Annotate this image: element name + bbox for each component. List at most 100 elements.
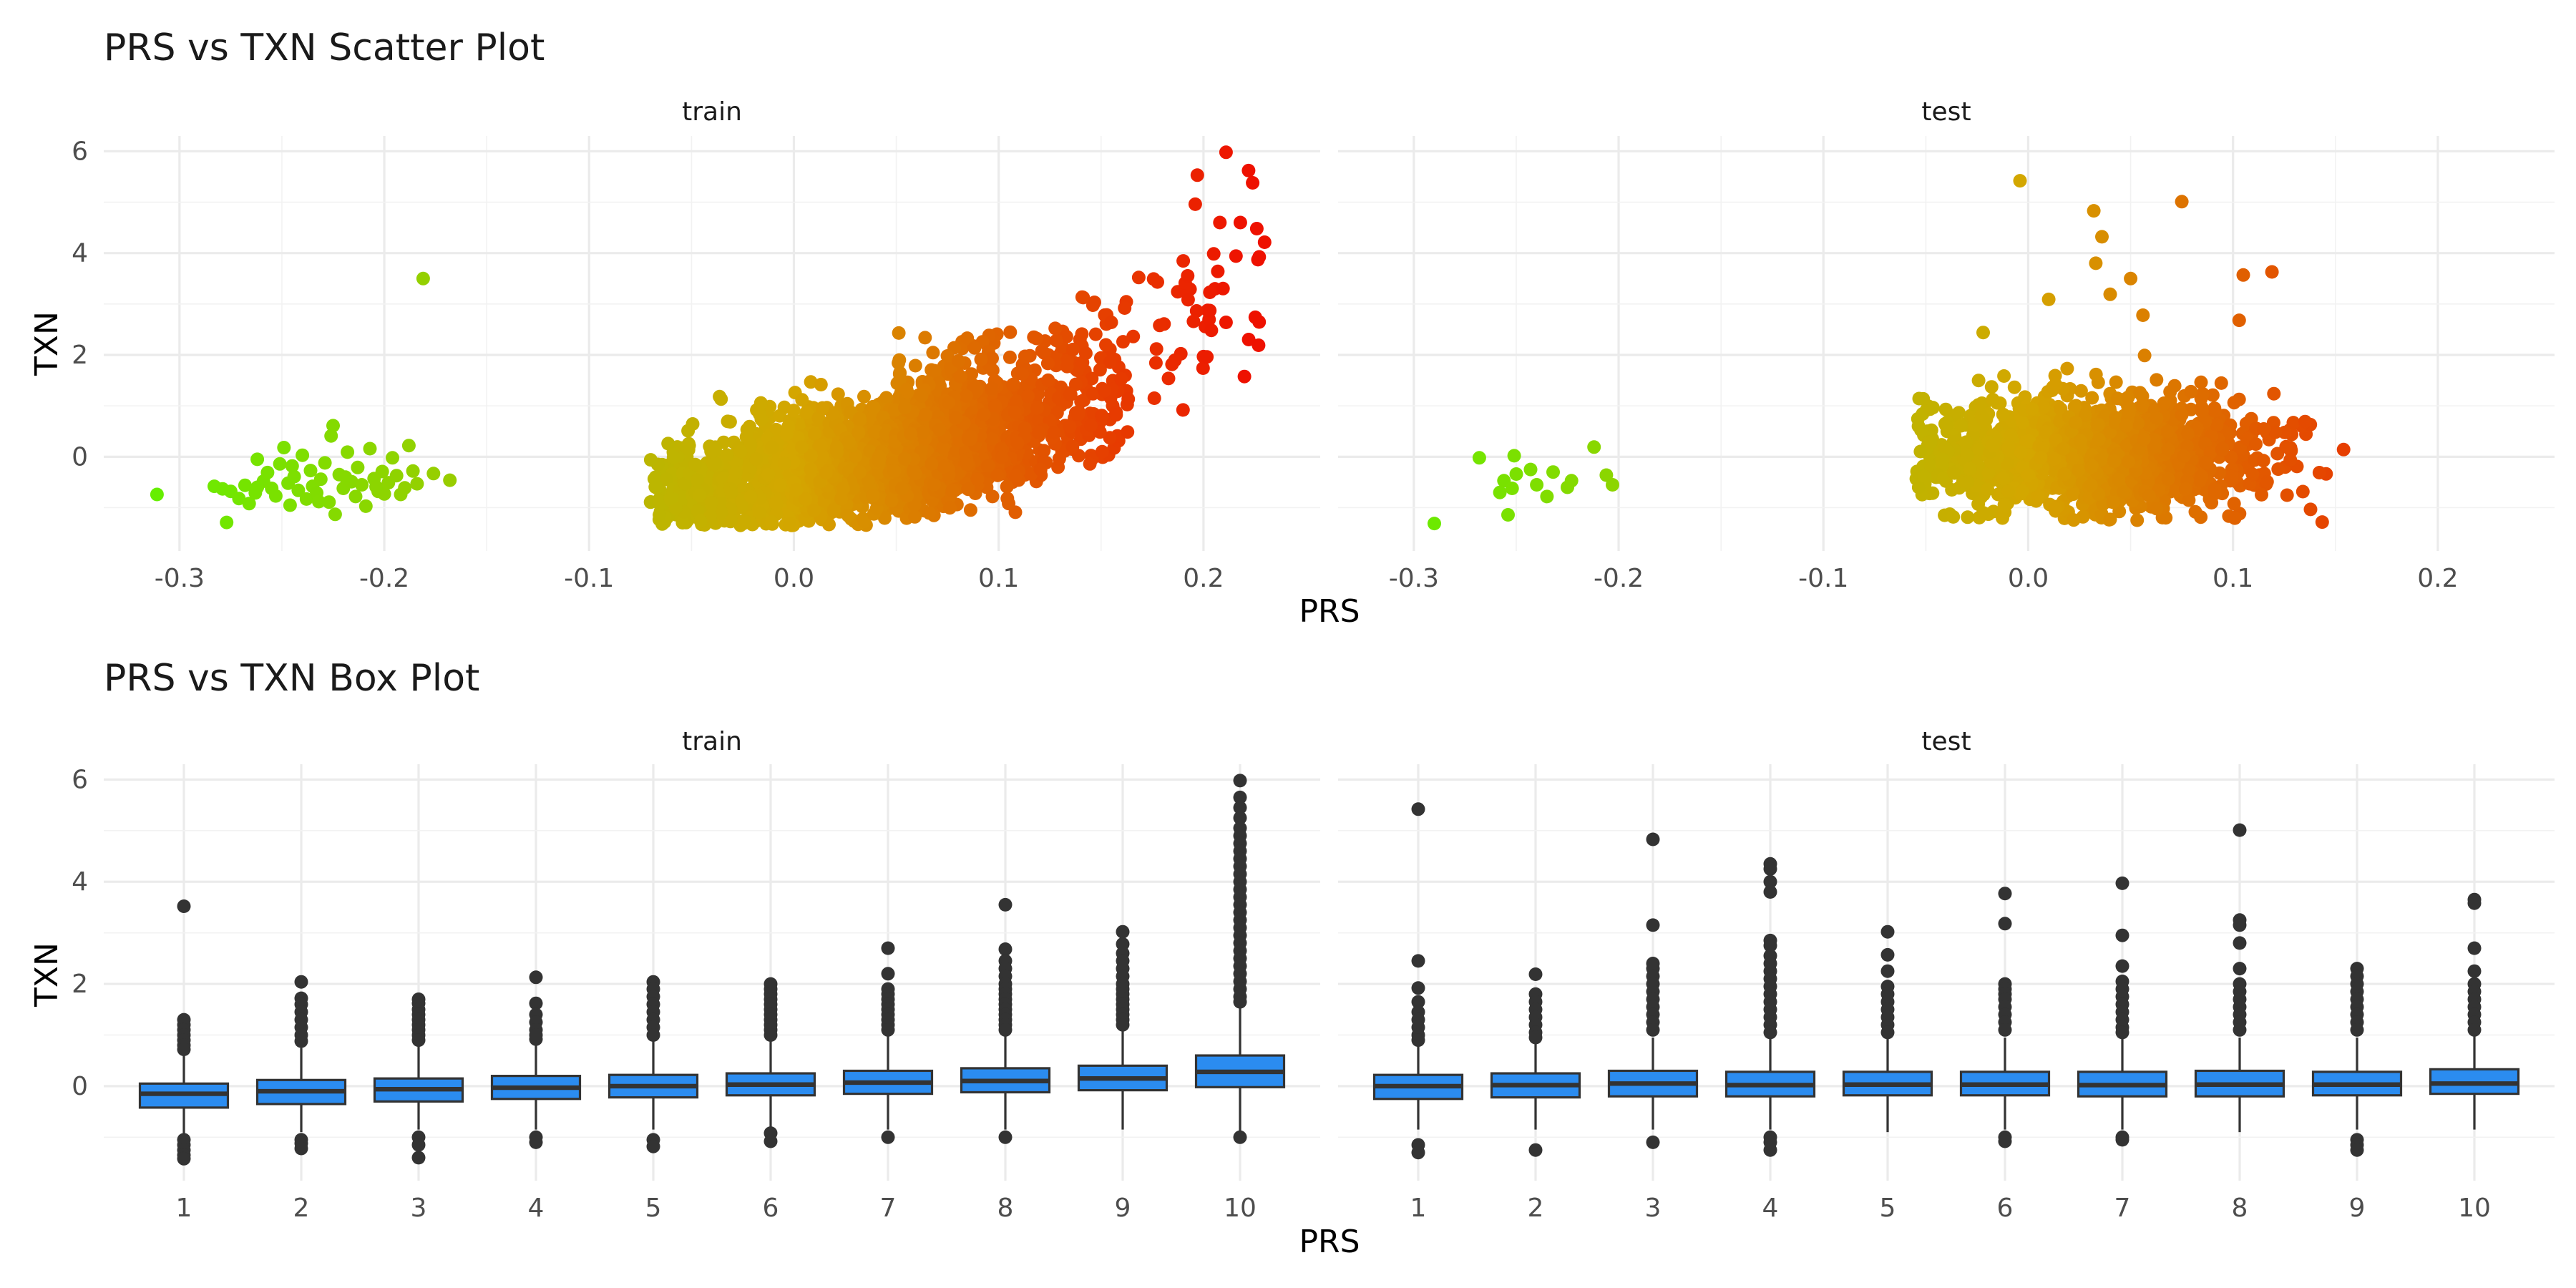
outlier-point — [1763, 885, 1777, 899]
outlier-point — [177, 899, 191, 913]
data-point — [2085, 391, 2099, 405]
data-point — [1206, 247, 1221, 261]
data-point — [338, 470, 353, 484]
outlier-point — [1116, 924, 1130, 939]
data-point — [1530, 478, 1544, 492]
data-point — [1118, 301, 1132, 315]
data-point — [324, 429, 338, 443]
outlier-point — [1998, 917, 2012, 931]
data-point — [877, 511, 892, 525]
data-point — [303, 464, 318, 478]
outlier-point — [1998, 1134, 2012, 1148]
x-tick-label: 1 — [176, 1194, 192, 1223]
data-point — [2092, 432, 2106, 447]
data-point — [649, 479, 663, 494]
data-point — [1147, 391, 1161, 405]
data-point — [2255, 487, 2268, 502]
data-point — [1050, 333, 1063, 348]
data-point — [804, 449, 818, 463]
data-point — [1121, 425, 1135, 439]
data-point — [1211, 264, 1225, 278]
box-y-axis-label: TXN — [29, 942, 65, 1008]
data-point — [765, 440, 779, 454]
outlier-point — [2467, 941, 2482, 955]
data-point — [2049, 433, 2063, 447]
data-point — [949, 411, 963, 425]
outlier-point — [1233, 995, 1247, 1009]
data-point — [904, 426, 918, 441]
data-point — [1984, 380, 1999, 394]
outlier-point — [998, 1023, 1013, 1037]
x-tick-label: 6 — [1997, 1194, 2014, 1223]
data-point — [1200, 350, 1214, 364]
data-point — [706, 457, 721, 472]
data-point — [965, 367, 979, 381]
data-point — [720, 448, 734, 462]
data-point — [2296, 484, 2310, 499]
y-tick-label: 6 — [72, 765, 88, 794]
data-point — [1911, 480, 1926, 494]
data-point — [1085, 386, 1100, 401]
y-tick-label: 4 — [72, 867, 88, 897]
data-point — [322, 495, 336, 509]
data-point — [743, 489, 758, 504]
data-point — [908, 358, 922, 373]
data-point — [2205, 388, 2220, 402]
data-point — [1997, 498, 2011, 512]
data-point — [250, 452, 265, 467]
outlier-point — [881, 967, 895, 981]
data-point — [351, 460, 365, 474]
data-point — [273, 457, 287, 471]
data-point — [1985, 438, 1999, 452]
outlier-point — [998, 942, 1013, 956]
data-point — [2067, 400, 2082, 414]
data-point — [914, 389, 929, 403]
data-point — [2060, 361, 2074, 376]
data-point — [1971, 497, 1986, 511]
data-point — [724, 514, 738, 528]
outlier-point — [1233, 801, 1247, 815]
outlier-point — [1880, 964, 1895, 978]
outlier-point — [1528, 1143, 1543, 1157]
data-point — [862, 474, 875, 488]
data-point — [753, 396, 768, 410]
x-tick-label: 0.1 — [2212, 564, 2253, 593]
data-point — [2215, 442, 2229, 457]
x-tick-label: 8 — [2232, 1194, 2248, 1223]
outlier-point — [1528, 967, 1543, 981]
outlier-point — [2350, 1023, 2364, 1037]
data-point — [1078, 346, 1093, 361]
x-tick-label: -0.3 — [1389, 564, 1439, 593]
data-point — [754, 412, 769, 426]
data-point — [2268, 425, 2283, 439]
x-tick-label: 2 — [293, 1194, 310, 1223]
x-tick-label: 10 — [2458, 1194, 2491, 1223]
data-point — [799, 492, 813, 507]
outlier-point — [529, 1135, 543, 1149]
data-point — [1099, 338, 1113, 352]
data-point — [814, 439, 828, 453]
data-point — [1246, 176, 1260, 190]
data-point — [857, 514, 872, 529]
data-point — [897, 452, 912, 466]
data-point — [753, 506, 767, 520]
data-point — [2057, 467, 2072, 481]
data-point — [2227, 497, 2241, 511]
data-point — [1146, 272, 1161, 286]
data-point — [1104, 316, 1118, 329]
box-facet-label-test: test — [1921, 727, 1971, 756]
data-point — [1095, 409, 1109, 423]
data-point — [2236, 268, 2250, 282]
data-point — [918, 331, 932, 345]
data-point — [927, 364, 942, 378]
x-tick-label: -0.1 — [564, 564, 614, 593]
data-point — [815, 449, 829, 464]
outlier-point — [646, 1028, 660, 1042]
data-point — [659, 472, 673, 487]
data-point — [1926, 486, 1940, 500]
data-point — [2089, 367, 2103, 381]
data-point — [2112, 473, 2126, 487]
data-point — [1237, 369, 1252, 384]
data-point — [1977, 414, 1991, 428]
data-point — [1093, 363, 1107, 377]
